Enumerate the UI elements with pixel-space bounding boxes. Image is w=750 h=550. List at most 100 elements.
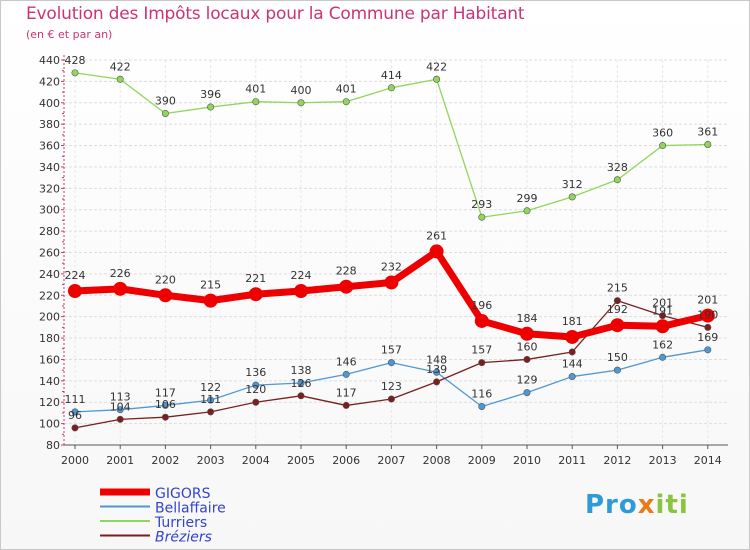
data-label: 157: [471, 344, 492, 357]
data-label: 106: [155, 398, 176, 411]
series-point-turriers: [523, 207, 531, 215]
data-label: 146: [336, 355, 357, 368]
y-tick-label: 220: [39, 289, 60, 302]
series-point-bellaffaire: [207, 396, 215, 404]
x-tick-label: 2006: [332, 454, 360, 467]
data-label: 116: [471, 388, 492, 401]
data-label: 96: [68, 409, 82, 422]
series-point-turriers: [207, 103, 215, 111]
series-point-turriers: [478, 213, 486, 221]
x-tick-label: 2005: [287, 454, 315, 467]
y-tick-label: 380: [39, 118, 60, 131]
data-label: 126: [291, 377, 312, 390]
data-label: 428: [65, 54, 86, 67]
y-tick-label: 260: [39, 247, 60, 260]
series-point-bréziers: [116, 415, 124, 423]
y-tick-label: 160: [39, 353, 60, 366]
series-point-bellaffaire: [704, 346, 712, 354]
series-point-bellaffaire: [161, 401, 169, 409]
data-label: 122: [200, 381, 221, 394]
legend-label-bréziers: Bréziers: [155, 530, 212, 546]
data-label: 129: [517, 374, 538, 387]
series-point-gigors: [203, 293, 218, 308]
y-tick-label: 340: [39, 161, 60, 174]
series-point-bellaffaire: [387, 359, 395, 367]
series-point-bellaffaire: [252, 381, 260, 389]
series-point-gigors: [294, 284, 308, 298]
series-point-gigors: [113, 281, 128, 296]
data-label: 190: [697, 308, 718, 321]
series-point-turriers: [433, 75, 441, 83]
series-point-turriers: [161, 109, 169, 117]
data-label: 160: [517, 340, 538, 353]
series-point-bellaffaire: [478, 402, 486, 410]
x-tick-label: 2004: [242, 454, 270, 467]
chart-title: Evolution des Impôts locaux pour la Comm…: [26, 4, 525, 24]
data-label: 312: [562, 178, 583, 191]
data-label: 390: [155, 94, 176, 107]
data-label: 181: [562, 315, 583, 328]
series-point-gigors: [429, 244, 444, 259]
data-label: 224: [65, 269, 86, 282]
data-label: 191: [652, 304, 673, 317]
y-tick-label: 200: [39, 311, 60, 324]
data-label: 220: [155, 273, 176, 286]
data-label: 123: [381, 380, 402, 393]
series-point-gigors: [700, 308, 715, 323]
data-label: 221: [245, 272, 266, 285]
series-point-bellaffaire: [659, 353, 667, 361]
y-tick-label: 320: [39, 182, 60, 195]
x-tick-label: 2002: [151, 454, 179, 467]
data-label: 157: [381, 344, 402, 357]
data-label: 144: [562, 358, 583, 371]
series-point-bellaffaire: [297, 379, 305, 387]
data-label: 232: [381, 260, 402, 273]
series-point-gigors: [384, 275, 399, 290]
data-label: 261: [426, 229, 447, 242]
series-point-gigors: [655, 319, 670, 334]
data-label: 401: [336, 83, 357, 96]
x-tick-label: 2012: [603, 454, 631, 467]
series-point-gigors: [565, 329, 580, 344]
data-label: 328: [607, 161, 628, 174]
data-label: 196: [471, 299, 492, 312]
series-point-bréziers: [387, 395, 395, 403]
chart-subtitle: (en € et par an): [26, 28, 113, 41]
series-point-bellaffaire: [523, 389, 531, 397]
x-tick-label: 2014: [694, 454, 722, 467]
data-label: 226: [110, 267, 131, 280]
series-point-turriers: [704, 140, 712, 148]
series-point-bréziers: [704, 323, 712, 331]
y-tick-label: 100: [39, 418, 60, 431]
data-label: 293: [471, 198, 492, 211]
data-label: 422: [110, 60, 131, 73]
series-point-bellaffaire: [433, 368, 441, 376]
data-label: 113: [110, 391, 131, 404]
data-label: 224: [291, 269, 312, 282]
series-point-bellaffaire: [568, 373, 576, 381]
x-tick-label: 2000: [61, 454, 89, 467]
series-point-bréziers: [342, 401, 350, 409]
data-label: 104: [110, 400, 131, 413]
x-tick-label: 2003: [197, 454, 225, 467]
series-point-turriers: [297, 99, 305, 107]
data-label: 111: [65, 393, 86, 406]
legend-label-bellaffaire: Bellaffaire: [155, 501, 226, 517]
series-point-gigors: [248, 287, 263, 302]
proxiti-logo: Proxiti: [585, 490, 689, 520]
data-label: 148: [426, 353, 447, 366]
y-tick-label: 140: [39, 375, 60, 388]
x-tick-label: 2007: [377, 454, 405, 467]
series-point-gigors: [520, 326, 534, 341]
series-point-turriers: [252, 98, 260, 106]
data-label: 136: [245, 366, 266, 379]
y-tick-label: 420: [39, 75, 60, 88]
x-tick-label: 2009: [468, 454, 496, 467]
data-label: 117: [336, 386, 357, 399]
series-point-bréziers: [297, 392, 305, 400]
data-label: 117: [155, 386, 176, 399]
data-label: 401: [245, 83, 266, 96]
y-tick-label: 180: [39, 332, 60, 345]
y-tick-label: 400: [39, 97, 60, 110]
